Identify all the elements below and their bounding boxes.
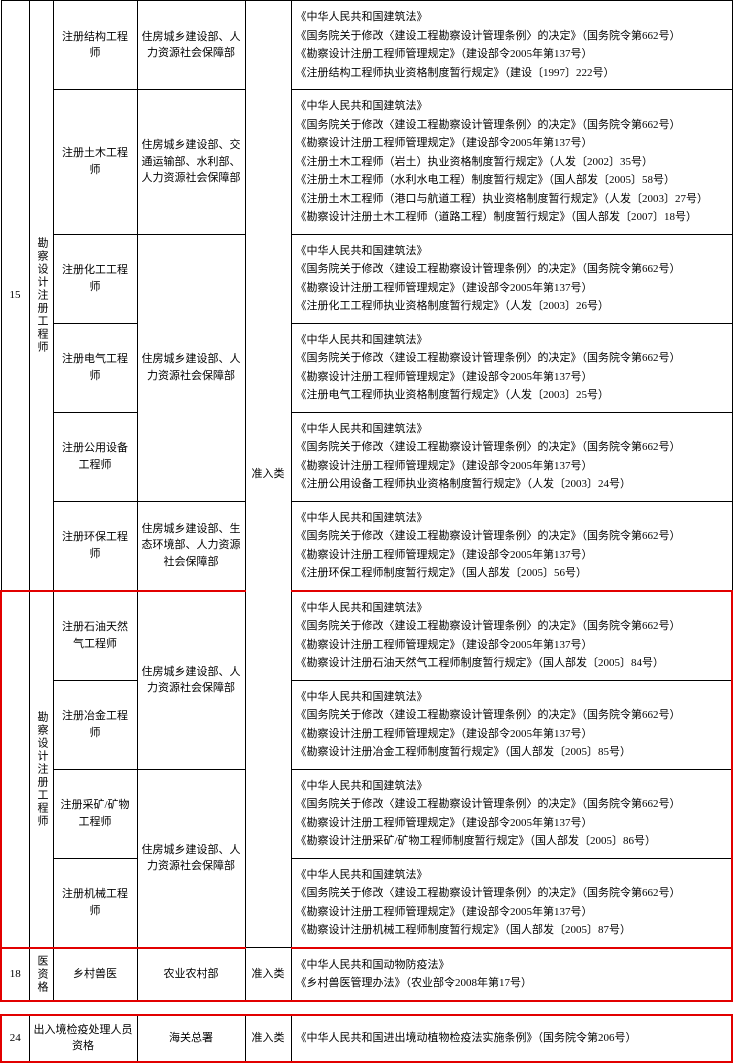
- cert-name: 注册电气工程师: [53, 323, 137, 412]
- row-number: 15: [1, 1, 29, 591]
- dept: 住房城乡建设部、交通运输部、水利部、人力资源社会保障部: [137, 90, 245, 235]
- table-row: 18医资格乡村兽医农业农村部准入类《中华人民共和国动物防疫法》《乡村兽医管理办法…: [1, 948, 732, 1001]
- table-row: 勘察设计注册工程师注册石油天然气工程师住房城乡建设部、人力资源社会保障部《中华人…: [1, 591, 732, 681]
- table-row: 注册采矿/矿物工程师住房城乡建设部、人力资源社会保障部《中华人民共和国建筑法》《…: [1, 769, 732, 858]
- table-row: 注册公用设备工程师 《中华人民共和国建筑法》《国务院关于修改〈建设工程勘察设计管理…: [1, 412, 732, 501]
- legal-basis: 《中华人民共和国建筑法》《国务院关于修改〈建设工程勘察设计管理条例〉的决定》（国…: [291, 323, 732, 412]
- dept: 住房城乡建设部、生态环境部、人力资源社会保障部: [137, 501, 245, 591]
- category: 准入类: [245, 948, 291, 1001]
- dept: 住房城乡建设部、人力资源社会保障部: [137, 234, 245, 501]
- cert-name: 注册机械工程师: [53, 858, 137, 948]
- dept: 住房城乡建设部、人力资源社会保障部: [137, 591, 245, 770]
- cert-name: 注册土木工程师: [53, 90, 137, 235]
- dept: 住房城乡建设部、人力资源社会保障部: [137, 1, 245, 90]
- category: 准入类: [245, 1, 291, 948]
- cert-name: 注册化工工程师: [53, 234, 137, 323]
- dept: 海关总署: [137, 1015, 245, 1062]
- regulation-table: 15勘察设计注册工程师注册结构工程师住房城乡建设部、人力资源社会保障部准入类《中…: [0, 0, 733, 1063]
- cert-name: 乡村兽医: [53, 948, 137, 1001]
- table-row: 注册化工工程师住房城乡建设部、人力资源社会保障部《中华人民共和国建筑法》《国务院…: [1, 234, 732, 323]
- group-label: 勘察设计注册工程师: [29, 591, 53, 948]
- cert-name: 注册石油天然气工程师: [53, 591, 137, 681]
- legal-basis: 《中华人民共和国建筑法》《国务院关于修改〈建设工程勘察设计管理条例〉的决定》（国…: [291, 591, 732, 681]
- table-row: 15勘察设计注册工程师注册结构工程师住房城乡建设部、人力资源社会保障部准入类《中…: [1, 1, 732, 90]
- cert-name: 注册冶金工程师: [53, 680, 137, 769]
- row-number: 18: [1, 948, 29, 1001]
- table-row: 注册机械工程师 《中华人民共和国建筑法》《国务院关于修改〈建设工程勘察设计管理条例…: [1, 858, 732, 948]
- cert-name: 注册公用设备工程师: [53, 412, 137, 501]
- row-number: [1, 591, 29, 948]
- table-row: 注册冶金工程师 《中华人民共和国建筑法》《国务院关于修改〈建设工程勘察设计管理条例…: [1, 680, 732, 769]
- legal-basis: 《中华人民共和国建筑法》《国务院关于修改〈建设工程勘察设计管理条例〉的决定》（国…: [291, 680, 732, 769]
- legal-basis: 《中华人民共和国建筑法》《国务院关于修改〈建设工程勘察设计管理条例〉的决定》（国…: [291, 769, 732, 858]
- legal-basis: 《中华人民共和国建筑法》《国务院关于修改〈建设工程勘察设计管理条例〉的决定》（国…: [291, 90, 732, 235]
- dept: 住房城乡建设部、人力资源社会保障部: [137, 769, 245, 948]
- legal-basis: 《中华人民共和国进出境动植物检疫法实施条例》（国务院令第206号）: [291, 1015, 732, 1062]
- category: 准入类: [245, 1015, 291, 1062]
- legal-basis: 《中华人民共和国建筑法》《国务院关于修改〈建设工程勘察设计管理条例〉的决定》（国…: [291, 234, 732, 323]
- table-row: 24出入境检疫处理人员资格海关总署准入类《中华人民共和国进出境动植物检疫法实施条…: [1, 1015, 732, 1062]
- cert-name: 注册采矿/矿物工程师: [53, 769, 137, 858]
- legal-basis: 《中华人民共和国建筑法》《国务院关于修改〈建设工程勘察设计管理条例〉的决定》（国…: [291, 412, 732, 501]
- row-number: 24: [1, 1015, 29, 1062]
- table-row: 注册环保工程师住房城乡建设部、生态环境部、人力资源社会保障部《中华人民共和国建筑…: [1, 501, 732, 591]
- cert-name: 注册环保工程师: [53, 501, 137, 591]
- cert-name: 注册结构工程师: [53, 1, 137, 90]
- table-row: 注册土木工程师住房城乡建设部、交通运输部、水利部、人力资源社会保障部《中华人民共…: [1, 90, 732, 235]
- group-label: 勘察设计注册工程师: [29, 1, 53, 591]
- cert-name: 出入境检疫处理人员资格: [29, 1015, 137, 1062]
- legal-basis: 《中华人民共和国建筑法》《国务院关于修改〈建设工程勘察设计管理条例〉的决定》（国…: [291, 858, 732, 948]
- legal-basis: 《中华人民共和国建筑法》《国务院关于修改〈建设工程勘察设计管理条例〉的决定》（国…: [291, 501, 732, 591]
- legal-basis: 《中华人民共和国动物防疫法》《乡村兽医管理办法》（农业部令2008年第17号）: [291, 948, 732, 1001]
- dept: 农业农村部: [137, 948, 245, 1001]
- group-label: 医资格: [29, 948, 53, 1001]
- table-row: 注册电气工程师 《中华人民共和国建筑法》《国务院关于修改〈建设工程勘察设计管理条例…: [1, 323, 732, 412]
- legal-basis: 《中华人民共和国建筑法》《国务院关于修改〈建设工程勘察设计管理条例〉的决定》（国…: [291, 1, 732, 90]
